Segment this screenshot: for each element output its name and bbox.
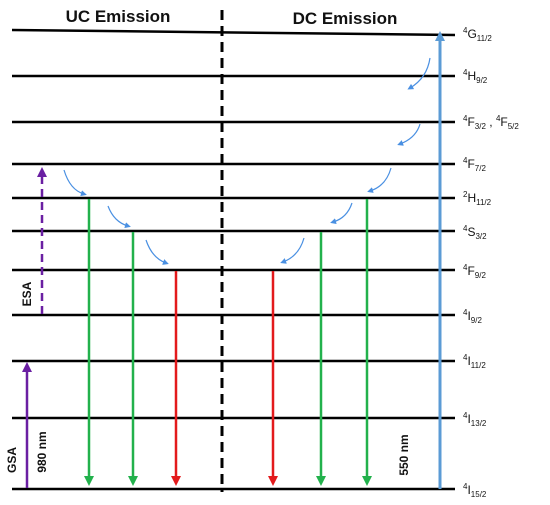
dc-relaxation-arrow-5 xyxy=(280,237,305,264)
uc-emission-header: UC Emission xyxy=(66,7,171,26)
uc-relaxation-arrow-1 xyxy=(63,169,87,197)
level-label-4i11-2: 4I11/2 xyxy=(463,353,486,370)
excitation-980nm-label: 980 nm xyxy=(35,431,49,472)
level-label-4g11-2: 4G11/2 xyxy=(463,26,492,43)
esa-label: ESA xyxy=(20,281,34,306)
level-label-4i9-2: 4I9/2 xyxy=(463,308,482,325)
uc-relaxation-arrow-3 xyxy=(145,239,169,265)
level-label-2h11-2: 2H11/2 xyxy=(463,190,492,207)
level-label-4f3-2-4f5-2: 4F3/2 , 4F5/2 xyxy=(463,114,519,131)
level-label-4f7-2: 4F7/2 xyxy=(463,156,486,173)
level-label-4f9-2: 4F9/2 xyxy=(463,263,486,280)
level-line-4g11-2 xyxy=(11,28,456,37)
dc-relaxation-arrow-2 xyxy=(397,123,421,146)
energy-levels xyxy=(11,28,456,491)
dc-relaxation-arrow-4 xyxy=(330,202,353,225)
gsa-label: GSA xyxy=(5,447,19,473)
uc-relaxation-arrow-2 xyxy=(107,205,131,229)
level-labels: 4G11/2 4H9/2 4F3/2 , 4F5/2 4F7/2 2H11/2 … xyxy=(463,26,519,499)
excitation-550nm-label: 550 nm xyxy=(397,434,411,475)
dc-relaxation-arrow-1 xyxy=(407,57,431,90)
level-label-4i13-2: 4I13/2 xyxy=(463,411,487,428)
dc-relaxation-arrow-3 xyxy=(367,167,392,193)
level-label-4h9-2: 4H9/2 xyxy=(463,68,488,85)
level-label-4i15-2: 4I15/2 xyxy=(463,482,487,499)
level-label-4s3-2: 4S3/2 xyxy=(463,224,487,241)
dc-emission-header: DC Emission xyxy=(293,9,398,28)
